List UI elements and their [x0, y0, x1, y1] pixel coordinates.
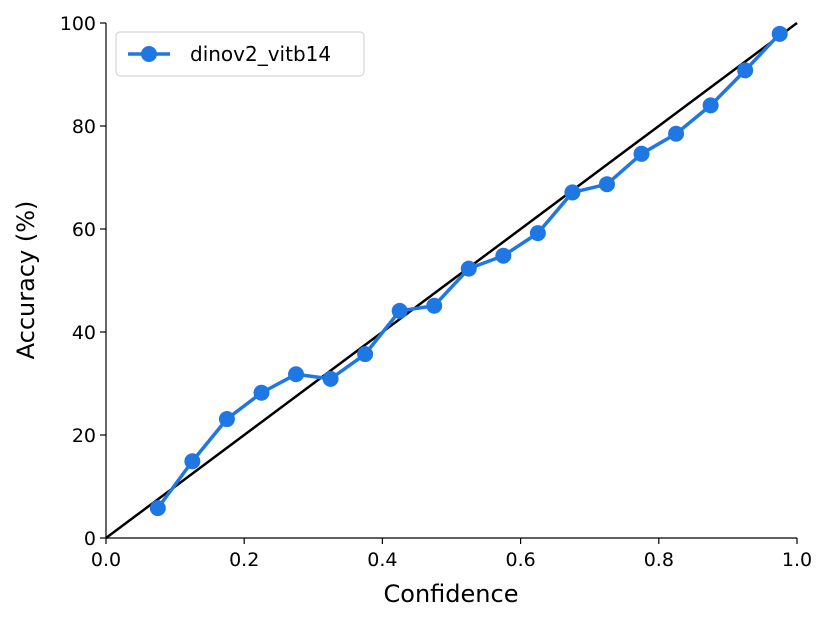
x-tick-label: 0.2 [229, 549, 259, 571]
data-point [391, 302, 408, 319]
series-group [149, 25, 788, 517]
legend-marker [141, 46, 157, 62]
data-point [668, 125, 685, 142]
data-point [702, 97, 719, 114]
y-tick-label: 100 [60, 13, 96, 35]
x-tick-label: 0.6 [505, 549, 535, 571]
x-tick-label: 0.8 [644, 549, 674, 571]
data-point [322, 370, 339, 387]
data-point [737, 62, 754, 79]
ticks: 0.0 0.2 0.4 0.6 0.8 1.0 0 20 40 60 80 100 [60, 13, 812, 571]
data-point [633, 145, 650, 162]
data-point [184, 453, 201, 470]
x-tick-label: 0.4 [367, 549, 397, 571]
legend: dinov2_vitb14 [115, 31, 365, 77]
y-axis-title: Accuracy (%) [12, 201, 40, 360]
data-point [564, 184, 581, 201]
data-point [771, 25, 788, 42]
data-point [149, 500, 166, 517]
reference-line-group [105, 21, 798, 540]
data-point [288, 366, 305, 383]
x-axis-title: Confidence [384, 580, 519, 608]
x-tick-label: 0.0 [91, 549, 121, 571]
y-tick-label: 0 [84, 528, 96, 550]
legend-frame [115, 31, 365, 77]
data-point [460, 260, 477, 277]
y-tick-label: 20 [72, 425, 96, 447]
y-tick-label: 40 [72, 322, 96, 344]
x-tick-label: 1.0 [782, 549, 812, 571]
data-point [495, 247, 512, 264]
reference-line [105, 21, 798, 540]
data-point [529, 225, 546, 242]
data-point [253, 384, 270, 401]
data-point [357, 346, 374, 363]
y-tick-label: 80 [72, 116, 96, 138]
data-point [426, 297, 443, 314]
data-point [598, 176, 615, 193]
y-tick-label: 60 [72, 219, 96, 241]
data-point [218, 411, 235, 428]
legend-label: dinov2_vitb14 [190, 42, 331, 66]
axes [105, 23, 797, 539]
